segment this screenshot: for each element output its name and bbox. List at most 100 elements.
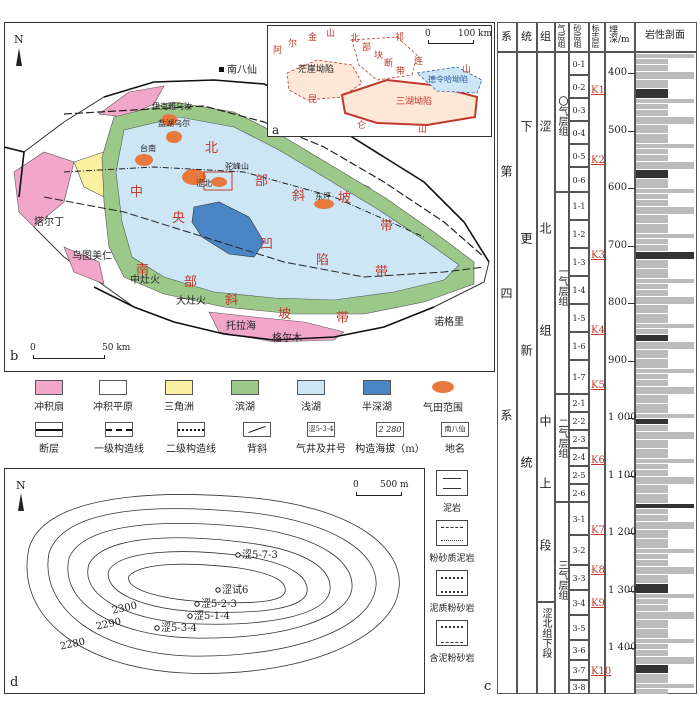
lithology-layer — [636, 414, 694, 419]
lithology-layer — [636, 374, 668, 380]
system-label: 第四系 — [499, 165, 513, 531]
sand-group-cell: 1-3 — [569, 248, 589, 276]
sand-group-cell: 1-1 — [569, 192, 589, 220]
lithology-layer — [636, 575, 668, 584]
lithology-layer — [636, 329, 668, 335]
gasfield-3 — [135, 154, 153, 166]
legend-swatch-alluvial-plain — [99, 380, 127, 395]
panel-d-contour-map — [26, 494, 400, 674]
sand-group-cell: 1-2 — [569, 220, 589, 248]
lithology-layer — [636, 117, 694, 125]
place-dazhuohuo: 大灶火 — [176, 296, 206, 307]
gasfield-1 — [161, 114, 177, 126]
lithology-layer — [636, 470, 668, 477]
sand-group-cell: 3-3 — [569, 565, 589, 590]
inset-er: 尔 — [288, 39, 298, 49]
depth-tick-label: 1 300 — [608, 584, 637, 596]
lithology-layer — [636, 350, 668, 359]
depth-tick-label: 1 400 — [608, 642, 637, 653]
lithology-layer — [636, 72, 694, 80]
col-header-series — [517, 22, 537, 52]
lithology-layer — [636, 89, 668, 99]
column-series — [517, 52, 537, 694]
gas-group-3 — [555, 502, 569, 694]
header-marker: 标志层 — [591, 24, 600, 48]
depth-tick — [628, 188, 635, 189]
column-system — [497, 52, 517, 694]
lithology-layer — [636, 620, 668, 629]
marker-label: K7 — [591, 525, 605, 536]
place-symbol-icon: 南八仙 — [441, 422, 469, 437]
lithology-layer — [636, 567, 694, 575]
legend-label-alluvial-fan: 冲积扇 — [34, 402, 64, 413]
lithology-layer — [636, 380, 668, 387]
marker-label: K3 — [591, 250, 605, 261]
lithology-layer — [636, 134, 668, 144]
lith-label-mud-bearing-siltstone: 含泥粉砂岩 — [429, 654, 475, 664]
lithology-layer — [636, 279, 694, 284]
lithology-layer — [636, 530, 668, 539]
lith-swatch-mud-bearing-siltstone — [436, 620, 468, 646]
sand-group-cell: 3-4 — [569, 590, 589, 615]
lithology-layer — [636, 179, 668, 189]
place-tuolahai: 托拉海 — [226, 321, 256, 332]
scale-a-value: 100 km — [458, 29, 493, 39]
zone-zhong: 中 — [130, 185, 144, 200]
scale-bar-d — [356, 492, 402, 496]
lithology-layer — [636, 207, 694, 215]
lithology-layer — [636, 629, 668, 639]
lithology-layer — [636, 234, 694, 239]
zone-dai3: 带 — [336, 311, 350, 326]
well-label-5: 涩5-3-4 — [161, 623, 197, 634]
lithology-layer — [636, 549, 694, 554]
gas-group-1-label: 一气层组 — [556, 266, 567, 306]
lithology-layer — [636, 369, 694, 374]
lithology-layer — [636, 170, 668, 179]
lithology-layer — [636, 522, 694, 530]
zone-bu2: 部 — [184, 275, 198, 290]
place-gelamu: 格尔木 — [272, 333, 302, 344]
shallow-lake — [115, 116, 460, 301]
sand-group-cell: 0-4 — [569, 121, 589, 144]
lithology-layer — [636, 110, 668, 117]
sand-group-cell: 1-4 — [569, 276, 589, 304]
lithology-layer — [636, 584, 668, 594]
lith-label-mudstone: 泥岩 — [442, 504, 461, 514]
lithology-layer — [636, 689, 668, 695]
lithology-layer — [636, 425, 668, 432]
lithology-layer — [636, 245, 668, 252]
well-label-2: 涩试6 — [222, 585, 249, 596]
inset-shan2: 山 — [462, 65, 472, 75]
mudstone-pattern-icon — [443, 478, 461, 489]
place-xiaoageli: 诺格里 — [434, 317, 464, 328]
lithology-layer — [636, 290, 668, 297]
fault-line-icon — [36, 429, 62, 431]
panel-d-north: N — [16, 479, 26, 492]
legend-shallow-lake: 浅湖 — [282, 380, 340, 413]
marker-label: K8 — [591, 565, 605, 576]
lithology-layer — [636, 605, 668, 612]
depth-tick — [628, 533, 635, 534]
gasfield-label-2: 盐湖乌尔 — [158, 119, 190, 128]
contour-ring-3 — [67, 523, 353, 639]
place-zhongzhuoshi: 中灶火 — [130, 275, 160, 286]
alluvial-fan-sw — [63, 246, 105, 285]
marker-column — [589, 52, 605, 694]
lithology-layer — [636, 665, 668, 674]
gasfield-label-5: 东坪 — [315, 192, 331, 201]
lithology-layer — [636, 155, 668, 162]
legend-well: 涩5-3-4 气井及井号 — [290, 422, 352, 455]
sand-group-cell: 3-1 — [569, 502, 589, 535]
zone-bei: 北 — [205, 141, 219, 156]
legend-swatch-delta — [165, 380, 193, 395]
depth-tick — [628, 590, 635, 592]
contour-ring-6 — [128, 563, 286, 604]
legend-contour: 2 280 构造海拔（m） — [354, 422, 426, 455]
well-symbol-icon: 涩5-3-4 — [307, 422, 335, 437]
fault-west — [4, 146, 25, 198]
inset-sanhu: 三湖坳陷 — [396, 97, 433, 107]
inset-kun: 昆 — [308, 95, 318, 105]
lithology-layer — [636, 342, 694, 350]
place-wutumeiren: 乌图美仁 — [72, 251, 112, 262]
scale-d-value: 500 m — [380, 480, 409, 490]
